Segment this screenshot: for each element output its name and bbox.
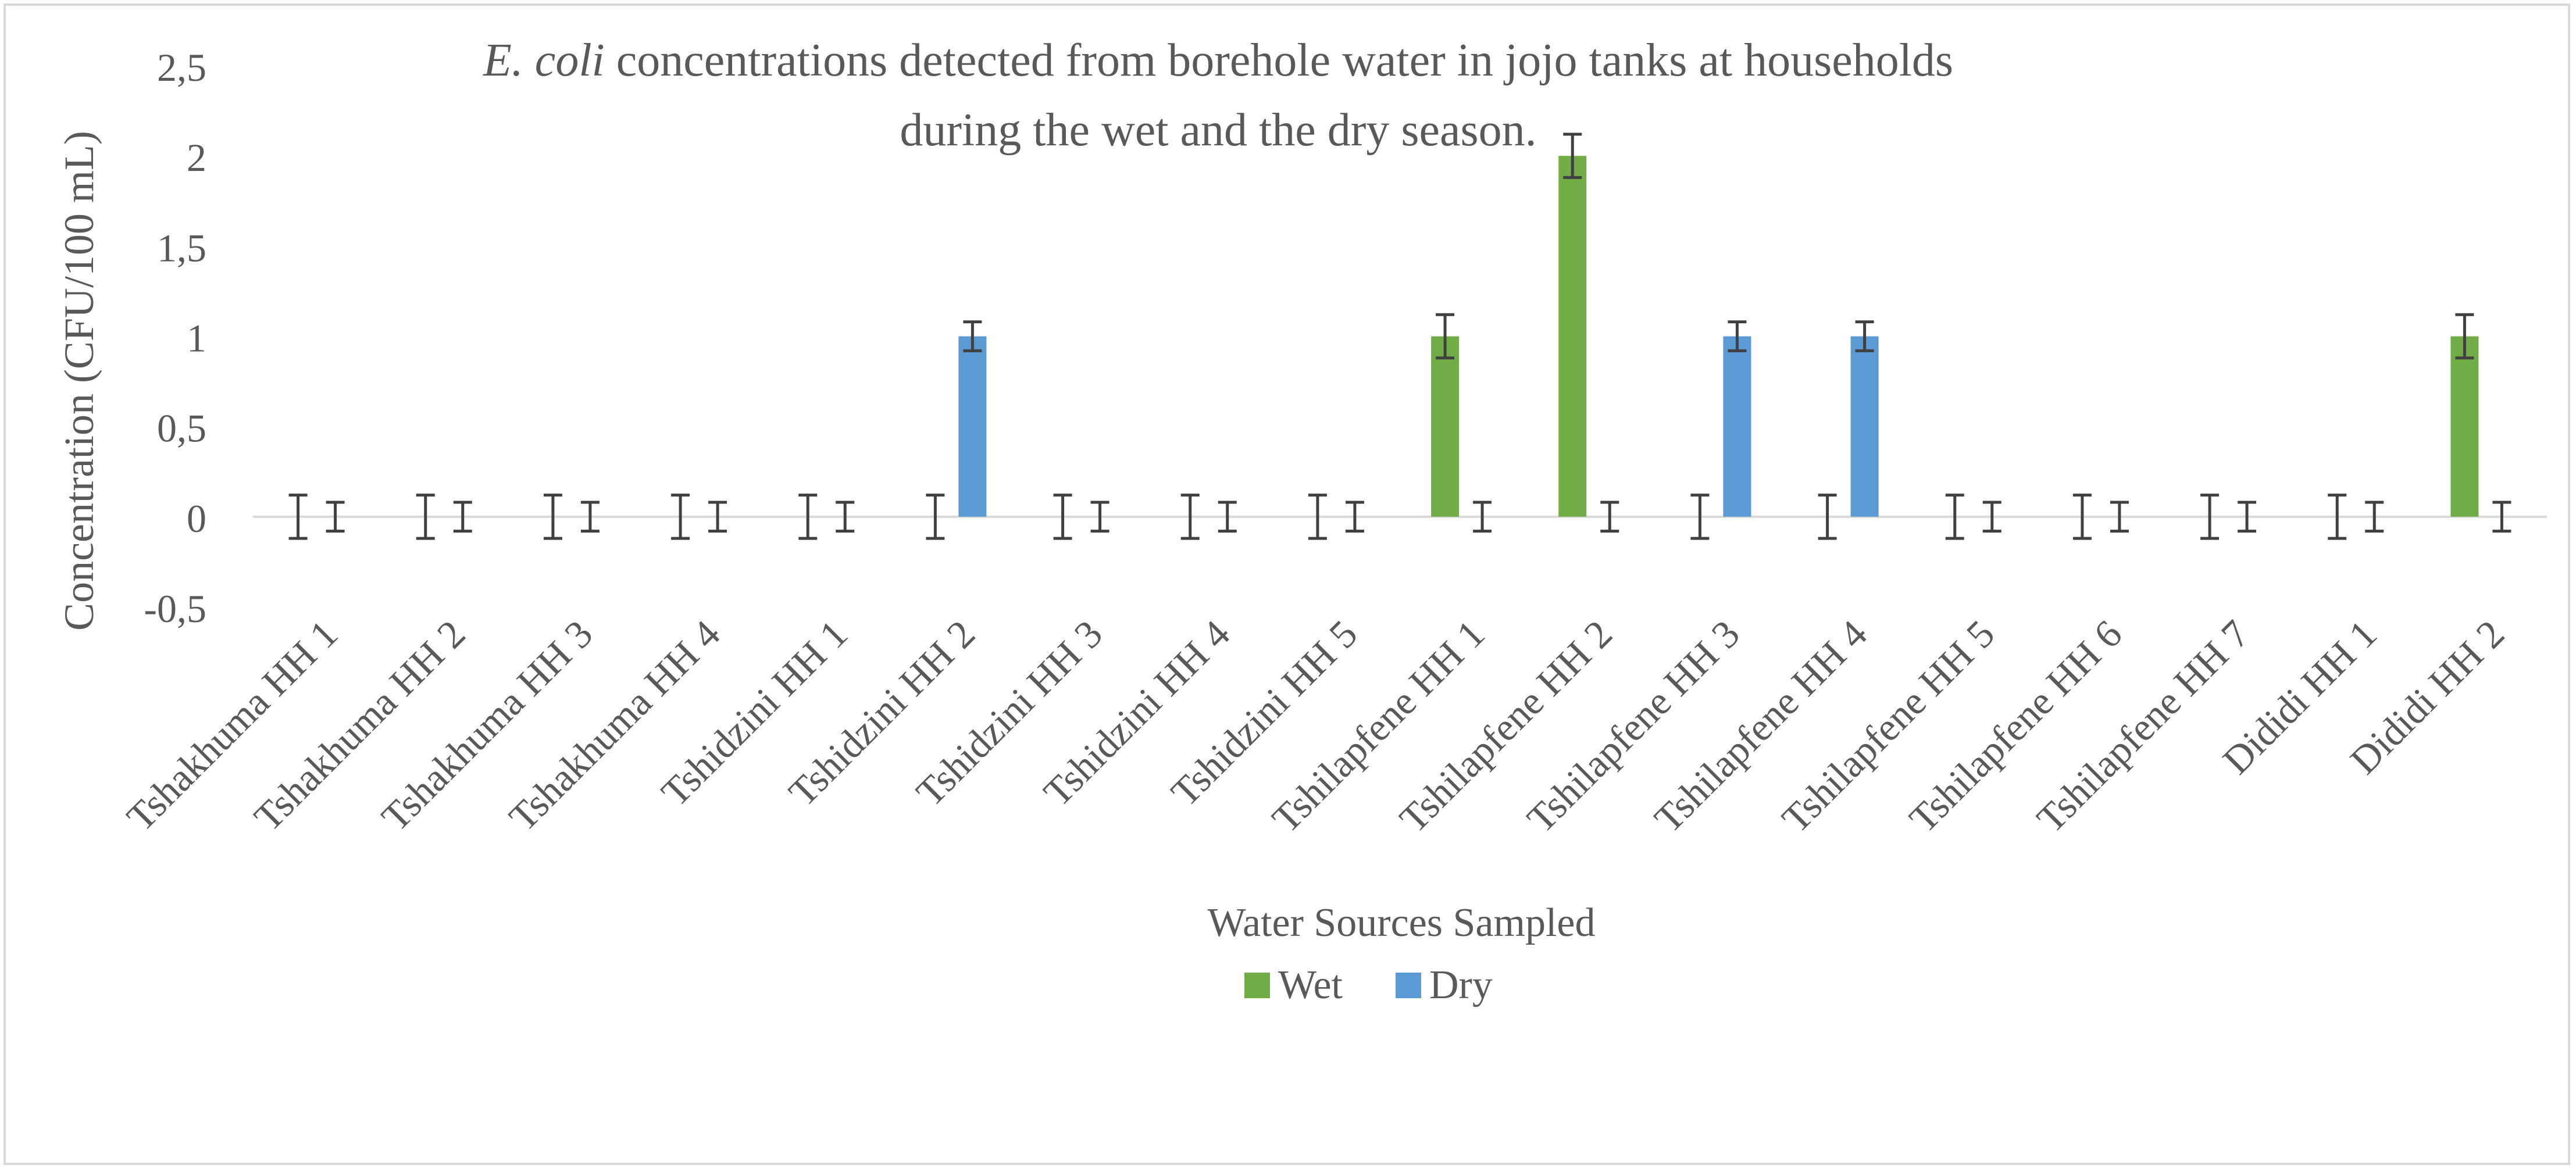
y-tick-label: 1 <box>187 316 206 360</box>
error-bar-dry <box>453 501 472 533</box>
error-bar-wet <box>798 494 818 540</box>
x-tick-label: Tshilapfene HH 7 <box>2028 612 2258 841</box>
y-axis-label: Concentration (CFU/100 mL) <box>56 131 102 631</box>
bar-dry <box>958 336 987 517</box>
chart-frame: E. coli concentrations detected from bor… <box>3 3 2570 1165</box>
legend-label-wet: Wet <box>1278 963 1343 1007</box>
error-bar-dry <box>2238 501 2257 533</box>
error-bar-wet <box>671 494 690 540</box>
error-bar-dry <box>836 501 855 533</box>
bar-wet <box>1558 156 1587 517</box>
legend-swatch-wet <box>1244 973 1270 998</box>
chart-title-rest: concentrations detected from borehole wa… <box>605 35 1953 86</box>
error-bar-wet <box>2455 313 2474 360</box>
y-tick-labels: 2,5 2 1,5 1 0,5 0 -0,5 <box>144 45 206 631</box>
error-bar-wet <box>1563 133 1582 179</box>
y-tick-label: 1,5 <box>157 226 206 270</box>
error-bar-dry <box>580 501 600 533</box>
error-bar-wet <box>543 494 562 540</box>
x-tick-label: Tshilapfene HH 1 <box>1264 612 1493 841</box>
error-bar-dry <box>1982 501 2001 533</box>
legend: Wet Dry <box>1244 963 1493 1007</box>
error-bar-wet <box>1053 494 1072 540</box>
error-bar-wet <box>2328 494 2347 540</box>
chart-title-italic: E. coli <box>483 35 605 86</box>
error-bars <box>288 133 2511 540</box>
error-bar-dry <box>326 501 345 533</box>
chart-title-line2: during the wet and the dry season. <box>900 105 1536 156</box>
error-bar-wet <box>416 494 435 540</box>
x-tick-label: Tshilapfene HH 4 <box>1646 612 1875 841</box>
error-bar-wet <box>2072 494 2092 540</box>
error-bar-wet <box>926 494 945 540</box>
error-bar-wet <box>1690 494 1710 540</box>
x-tick-label: Tshakhuma HH 2 <box>245 612 473 839</box>
error-bar-wet <box>1308 494 1327 540</box>
x-axis-label: Water Sources Sampled <box>1208 901 1596 945</box>
bar-wet <box>1431 336 1460 517</box>
error-bar-dry <box>708 501 727 533</box>
bar-dry <box>1850 336 1879 517</box>
error-bar-dry <box>1090 501 1109 533</box>
bar-dry <box>1723 336 1751 517</box>
error-bar-dry <box>1855 320 1874 352</box>
error-bar-wet <box>1818 494 1837 540</box>
x-tick-label: Tshilapfene HH 5 <box>1773 612 2003 841</box>
error-bar-wet <box>2200 494 2220 540</box>
error-bar-dry <box>1600 501 1619 533</box>
error-bar-dry <box>1345 501 1364 533</box>
chart-svg: E. coli concentrations detected from bor… <box>56 35 2547 1007</box>
y-tick-label: 0,5 <box>157 406 206 451</box>
legend-label-dry: Dry <box>1429 963 1493 1007</box>
x-tick-label: Tshilapfene HH 6 <box>1901 612 2131 841</box>
y-tick-label: 2 <box>187 135 206 180</box>
error-bar-wet <box>288 494 308 540</box>
error-bar-wet <box>1180 494 1200 540</box>
legend-swatch-dry <box>1396 973 1421 998</box>
error-bar-wet <box>1436 313 1455 360</box>
error-bar-dry <box>1728 320 1747 352</box>
error-bar-dry <box>1473 501 1492 533</box>
x-tick-label: Tshakhuma HH 1 <box>118 612 346 839</box>
bar-wet <box>2450 336 2479 517</box>
x-tick-label: Tshakhuma HH 4 <box>500 612 728 839</box>
y-tick-label: 2,5 <box>157 45 206 90</box>
error-bar-dry <box>2492 501 2511 533</box>
error-bar-dry <box>2110 501 2129 533</box>
error-bar-dry <box>2365 501 2384 533</box>
y-tick-label: 0 <box>187 496 206 541</box>
error-bar-wet <box>1945 494 1964 540</box>
x-tick-label: Tshakhuma HH 3 <box>373 612 601 839</box>
x-tick-label: Tshilapfene HH 3 <box>1518 612 1748 841</box>
y-tick-label: -0,5 <box>144 587 206 631</box>
error-bar-dry <box>1218 501 1237 533</box>
x-tick-label: Tshilapfene HH 2 <box>1391 612 1621 841</box>
error-bar-dry <box>963 320 982 352</box>
chart-title-line1: E. coli concentrations detected from bor… <box>483 35 1953 86</box>
bars <box>958 156 2479 517</box>
